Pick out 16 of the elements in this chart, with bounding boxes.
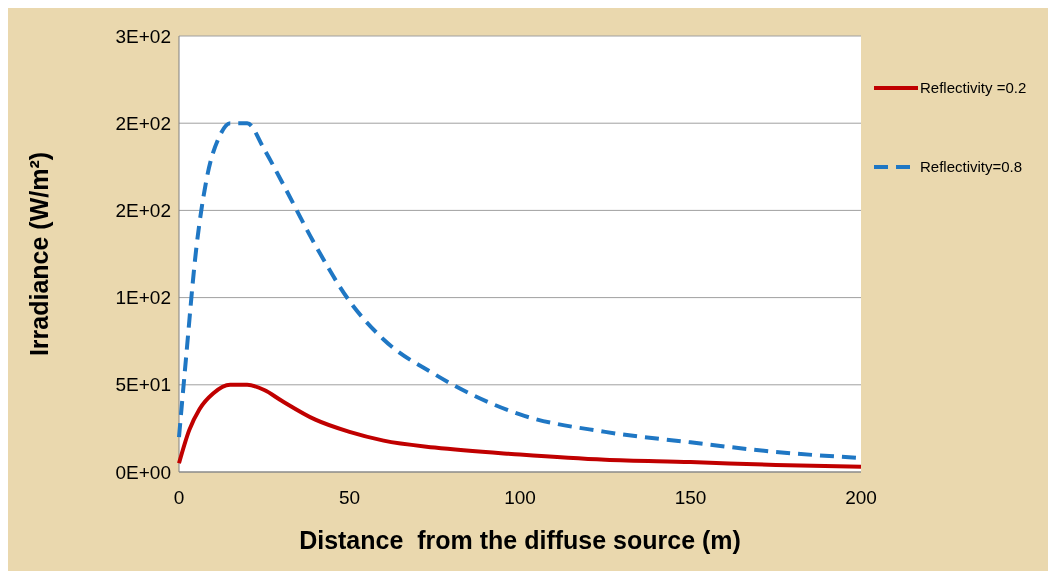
x-tick-label: 200 <box>845 487 877 508</box>
x-tick-label: 50 <box>338 487 361 508</box>
y-tick-label: 2E+02 <box>115 112 171 134</box>
x-tick-label: 150 <box>674 487 707 508</box>
y-tick-label: 3E+02 <box>115 25 171 47</box>
legend-label: Reflectivity =0.2 <box>920 79 1027 97</box>
line-series <box>177 382 863 469</box>
y-tick-label: 2E+02 <box>115 200 171 222</box>
legend-label: Reflectivity=0.8 <box>920 158 1023 176</box>
x-axis-title: Distance from the diffuse source (m) <box>299 526 741 554</box>
x-tick-label: 0 <box>173 487 185 508</box>
y-tick-label: 1E+02 <box>115 287 171 309</box>
x-tick-label: 100 <box>504 487 536 508</box>
y-tick-label: 5E+01 <box>115 374 171 396</box>
y-axis-title: Irradiance (W/m²) <box>25 151 53 357</box>
y-tick-label: 0E+00 <box>115 461 171 483</box>
